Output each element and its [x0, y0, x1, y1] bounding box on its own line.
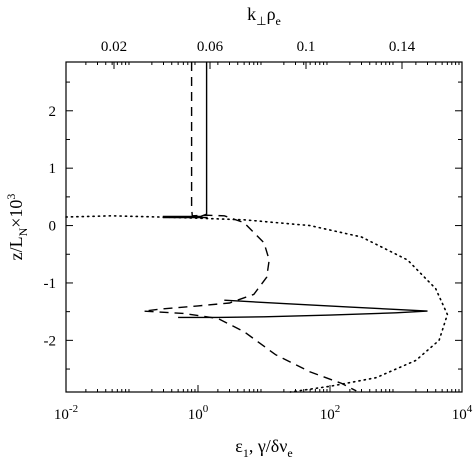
x-bottom-tick-base: 10	[188, 407, 203, 423]
x-bottom-tick-label: 10-2	[54, 403, 78, 423]
x-bottom-tick-label: 100	[188, 403, 209, 423]
x-top-title-sub2: e	[276, 14, 281, 28]
series-line-solid-1	[162, 62, 208, 219]
x-bottom-tick-base: 10	[320, 407, 335, 423]
y-title-sub: N	[16, 227, 30, 236]
y-title-tail: ×10	[6, 200, 26, 228]
x-bottom-axis-title: ε1, γ/δνe	[235, 436, 292, 460]
y-title-part: z/L	[6, 236, 26, 260]
series-layer	[65, 62, 449, 393]
y-tick-label: 0	[49, 219, 57, 235]
x-bottom-title-sub2: e	[287, 446, 292, 460]
x-bottom-tick-exponent: 0	[203, 403, 209, 415]
x-top-title-part: k	[247, 4, 256, 24]
y-tick-label: 1	[49, 161, 57, 177]
x-bottom-title-sub: 1	[243, 446, 249, 460]
x-bottom-tick-base: 10	[54, 407, 69, 423]
x-top-axis-title: k⊥ρe	[247, 4, 281, 28]
y-tick-label: -1	[44, 276, 57, 292]
x-bottom-title-part: ε	[235, 436, 243, 456]
x-bottom-tick-exponent: 4	[467, 403, 473, 415]
series-line-dotted-4	[65, 214, 449, 393]
x-bottom-tick-label: 102	[320, 403, 341, 423]
plot-frame	[65, 61, 463, 393]
x-bottom-tick-base: 10	[452, 407, 467, 423]
x-bottom-tick-exponent: -2	[69, 403, 78, 415]
x-bottom-tick-label: 104	[452, 403, 473, 423]
y-title-sup: 3	[4, 194, 18, 200]
x-top-title-sub: ⊥	[256, 14, 266, 28]
x-top-tick-label: 0.06	[197, 39, 224, 55]
plot-border	[65, 61, 463, 393]
series-line-solid-2	[178, 299, 428, 319]
y-tick-label: 2	[49, 104, 57, 120]
x-top-tick-label: 0.02	[101, 39, 127, 55]
x-bottom-title-tail: , γ/δν	[249, 436, 288, 456]
series-line-dashed-3	[143, 62, 357, 392]
y-tick-label: -2	[44, 333, 57, 349]
x-bottom-tick-exponent: 2	[335, 403, 341, 415]
x-top-tick-label: 0.14	[389, 39, 416, 55]
x-top-tick-label: 0.1	[297, 39, 316, 55]
y-axis-title: z/LN×103	[4, 194, 30, 261]
x-top-title-mid: ρ	[267, 4, 276, 24]
ticks-layer	[65, 62, 463, 392]
